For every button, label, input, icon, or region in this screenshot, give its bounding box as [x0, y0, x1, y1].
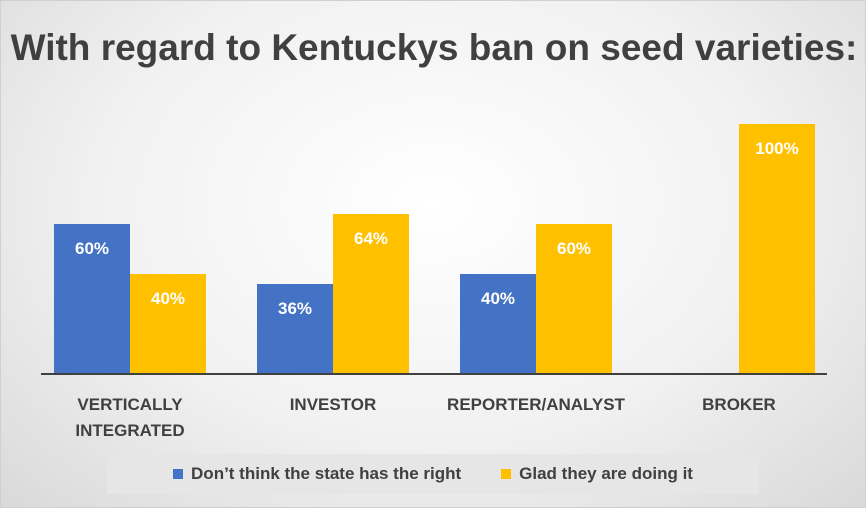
bar-dont-think-0 [54, 224, 130, 374]
data-label-glad-0: 40% [151, 289, 185, 308]
category-label-2: REPORTER/ANALYST [447, 395, 626, 414]
bar-glad-3 [739, 124, 815, 374]
legend-label-dont-think: Don’t think the state has the right [191, 464, 462, 483]
bar-glad-0 [130, 274, 206, 374]
data-label-glad-3: 100% [755, 139, 798, 158]
data-label-dont-think-1: 36% [278, 299, 312, 318]
data-label-dont-think-0: 60% [75, 239, 109, 258]
legend-swatch-blue [173, 469, 184, 479]
legend-swatch-yellow [501, 469, 512, 479]
category-label-1: INVESTOR [290, 395, 377, 414]
category-label-3: BROKER [702, 395, 776, 414]
bar-dont-think-1 [257, 284, 333, 374]
data-label-dont-think-2: 40% [481, 289, 515, 308]
bar-dont-think-2 [460, 274, 536, 374]
legend-item-glad: Glad they are doing it [501, 464, 693, 484]
data-label-glad-1: 64% [354, 229, 388, 248]
legend-label-glad: Glad they are doing it [519, 464, 693, 483]
category-labels: VERTICALLY INTEGRATED INVESTOR REPORTER/ANA… [75, 395, 775, 440]
category-label-0: VERTICALLY INTEGRATED [75, 395, 184, 440]
legend-item-dont-think: Don’t think the state has the right [173, 464, 461, 484]
bar-glad-1 [333, 214, 409, 374]
legend: Don’t think the state has the right Glad… [107, 454, 759, 494]
data-label-glad-2: 60% [557, 239, 591, 258]
bars-group: 60% 40% 36% 64% 40% 60% 100% [54, 124, 815, 374]
bar-glad-2 [536, 224, 612, 374]
chart-title: With regard to Kentuckys ban on seed var… [10, 27, 858, 68]
